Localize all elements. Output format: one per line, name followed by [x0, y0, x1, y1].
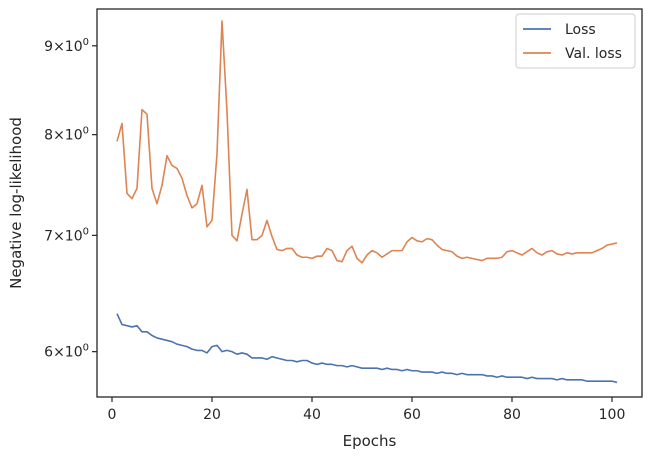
series-line-val-loss [116, 20, 618, 264]
x-tick-label: 60 [403, 407, 421, 423]
x-tick-label: 0 [108, 407, 117, 423]
y-tick-label: 9×100 [44, 37, 89, 55]
x-axis-title: Epochs [343, 432, 397, 450]
x-tick-label: 80 [503, 407, 521, 423]
legend-box [515, 13, 636, 69]
y-axis-title: Negative log-likelihood [7, 117, 25, 289]
series-line-loss [116, 313, 618, 384]
x-tick-label: 100 [599, 407, 626, 423]
y-axis: 6×100 7×100 8×100 9×100 [44, 37, 97, 361]
legend: Loss Val. loss [515, 13, 636, 69]
legend-label-loss: Loss [565, 22, 596, 38]
x-tick-label: 20 [203, 407, 221, 423]
x-axis: 0 20 40 60 80 100 [108, 397, 626, 423]
y-tick-label: 8×100 [44, 126, 89, 144]
x-tick-label: 40 [303, 407, 321, 423]
y-tick-label: 6×100 [44, 343, 89, 361]
plot-frame [96, 8, 643, 398]
legend-label-val-loss: Val. loss [565, 46, 622, 62]
y-tick-label: 7×100 [44, 226, 89, 244]
series-layer [116, 20, 618, 384]
